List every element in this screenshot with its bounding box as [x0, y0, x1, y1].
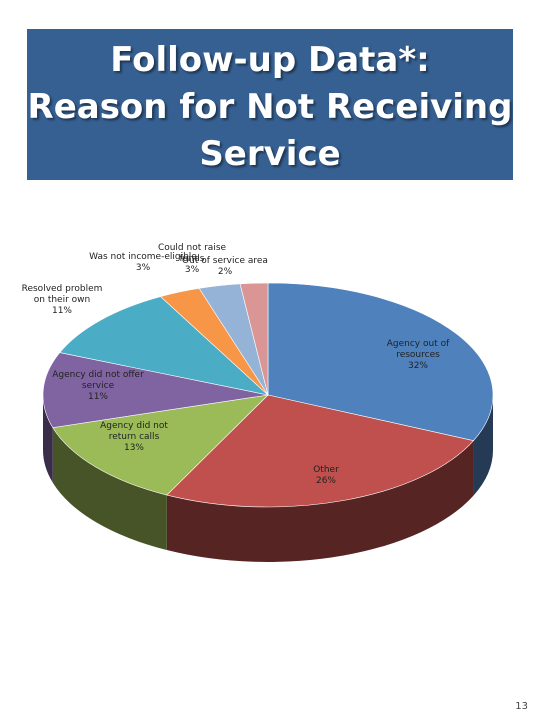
slice-value-1: 26%	[316, 476, 336, 486]
slice-value-3: 11%	[88, 392, 108, 402]
pie-slice-2	[52, 394, 269, 496]
slice-label-3: Agency did not offer service 11%	[52, 370, 144, 402]
slice-label-1: Other 26%	[313, 465, 339, 486]
slice-value-5: 3%	[136, 263, 151, 273]
pie-slice-4	[59, 296, 270, 396]
slice-label-4: Resolved problem on their own 11%	[22, 284, 103, 316]
slice-label-5: Was not income-eligible 3%	[89, 252, 197, 273]
slide-title: Follow-up Data*: Reason for Not Receivin…	[27, 40, 513, 174]
slice-label-7: Out of service area 2%	[182, 256, 268, 277]
slice-value-4: 11%	[52, 306, 72, 316]
slice-label-0: Agency out of resources 32%	[387, 339, 450, 371]
slice-value-7: 2%	[218, 267, 233, 277]
slice-value-0: 32%	[408, 361, 428, 371]
pie-side-0	[473, 395, 493, 496]
pie-side-1	[166, 440, 474, 563]
title-banner: Follow-up Data*: Reason for Not Receivin…	[27, 29, 513, 180]
pie-labels: Agency out of resources 32% Other 26% Agency …	[22, 243, 450, 486]
pie-side-3	[43, 395, 53, 483]
slice-value-2: 13%	[124, 443, 144, 453]
pie-slice-3	[42, 352, 269, 428]
pie-slice-1	[166, 394, 475, 508]
pie-slice-7	[239, 282, 269, 396]
pie-slice-0	[267, 282, 494, 441]
pie-side-walls	[43, 395, 493, 563]
slice-label-2: Agency did not return calls 13%	[100, 421, 168, 453]
pie-top	[42, 282, 494, 508]
slice-label-6: Could not raise funds 3%	[158, 243, 227, 275]
pie-side-2	[52, 427, 167, 551]
page-number: 13	[515, 701, 528, 712]
slice-value-6: 3%	[185, 265, 200, 275]
